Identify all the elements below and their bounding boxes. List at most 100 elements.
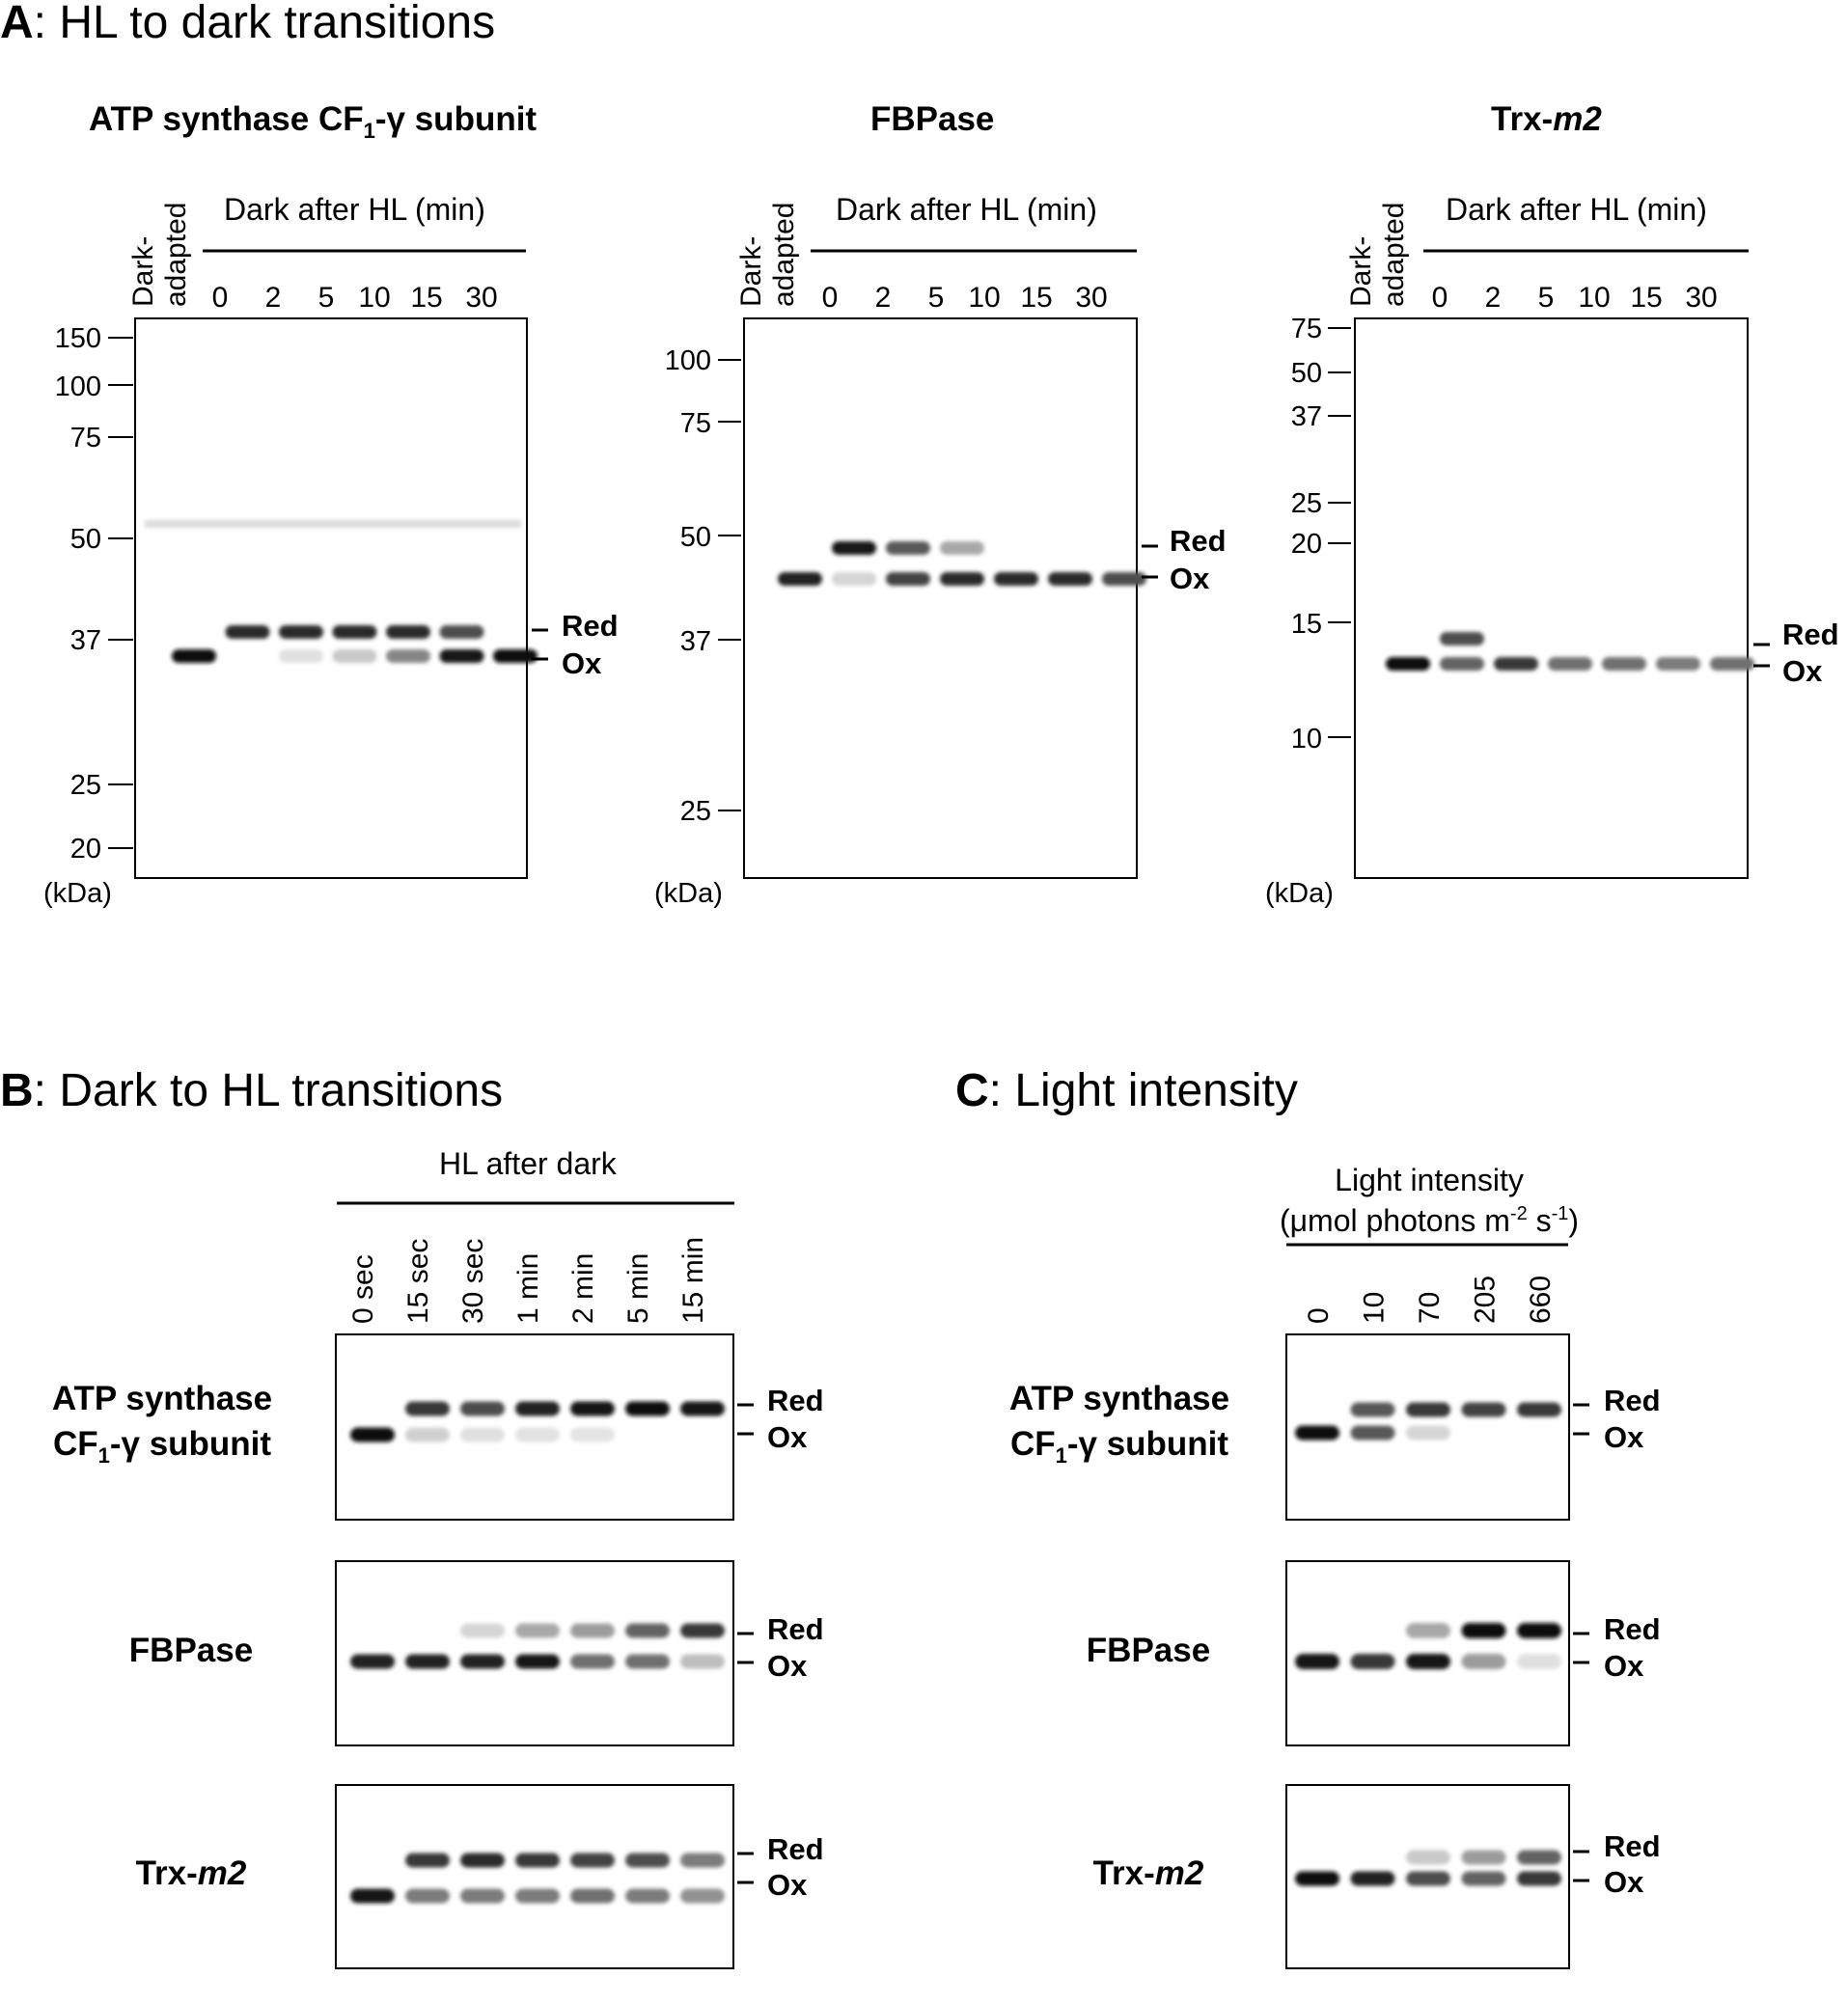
mw-marker: 75 xyxy=(70,423,101,453)
mw-markers: 100 75 50 37 25 xyxy=(665,345,741,827)
lane-group-label: (μmol photons m-2 s-1) xyxy=(1280,1203,1579,1238)
blot-frame-atp xyxy=(335,1333,734,1521)
lane-label: 30 xyxy=(1685,282,1717,314)
mw-marker: 15 xyxy=(1291,609,1322,640)
ox-band xyxy=(832,572,876,586)
ox-label: Ox xyxy=(1604,1649,1644,1683)
lane-label: 10 xyxy=(1578,282,1610,314)
ox-label: Ox xyxy=(1782,654,1823,688)
lane-label: 5 xyxy=(318,282,335,314)
section-b-heading: B: Dark to HL transitions xyxy=(0,1065,503,1116)
ox-band xyxy=(493,649,538,663)
ox-band xyxy=(1656,657,1700,671)
lane-label: 10 xyxy=(968,282,1000,314)
red-label: Red xyxy=(1604,1384,1661,1417)
ox-label: Ox xyxy=(767,1868,808,1902)
section-b: B: Dark to HL transitions HL after dark … xyxy=(0,1065,824,1969)
ox-band xyxy=(350,1888,395,1904)
ox-band xyxy=(332,649,377,663)
lane-group-label: Light intensity xyxy=(1335,1163,1524,1197)
ox-label: Ox xyxy=(1604,1865,1644,1899)
panel-a-trx-m2: Trx-m2 Dark after HL (min) Dark- adapted… xyxy=(1265,100,1839,909)
red-band xyxy=(832,541,876,555)
red-band xyxy=(1406,1402,1450,1417)
red-band xyxy=(1517,1850,1561,1865)
ox-band xyxy=(1350,1654,1395,1669)
ox-band xyxy=(1406,1425,1450,1441)
lane-group-label: Dark after HL (min) xyxy=(224,192,485,227)
lane-label: 15 min xyxy=(677,1237,709,1324)
ox-band xyxy=(460,1888,505,1904)
lane-label: 5 xyxy=(928,282,945,314)
red-band xyxy=(515,1853,560,1868)
mw-marker: 37 xyxy=(70,625,101,656)
lane-label: 30 sec xyxy=(457,1239,489,1324)
band-layer xyxy=(350,1401,725,1442)
lane-label: 0 xyxy=(1432,282,1448,314)
mw-marker: 75 xyxy=(680,408,711,439)
ox-band xyxy=(405,1427,450,1442)
row-label-fbpase: FBPase xyxy=(1087,1632,1210,1669)
blot-frame-trx xyxy=(335,1784,734,1969)
ox-band xyxy=(1295,1425,1339,1441)
ox-label: Ox xyxy=(767,1420,808,1454)
blot-frame xyxy=(1354,317,1749,879)
mw-marker: 75 xyxy=(1291,314,1322,344)
ox-band xyxy=(1517,1654,1561,1669)
lane-label: 30 xyxy=(465,282,497,314)
mw-markers: 150 100 75 50 37 25 20 xyxy=(55,323,133,865)
mw-marker: 25 xyxy=(70,770,101,801)
section-a: A: HL to dark transitions ATP synthase C… xyxy=(0,0,1839,909)
lane-label-dark-adapted: adapted xyxy=(768,203,800,307)
ox-band xyxy=(515,1427,560,1442)
row-label-atp: CF1-γ subunit xyxy=(1010,1425,1228,1468)
ox-band xyxy=(1350,1871,1395,1886)
nonspecific-band xyxy=(145,520,521,528)
ox-band xyxy=(1048,572,1092,586)
mw-marker: 50 xyxy=(680,522,711,553)
red-band xyxy=(886,541,930,555)
ox-band xyxy=(1386,657,1430,671)
mw-marker: 50 xyxy=(1291,358,1322,389)
mw-marker: 150 xyxy=(55,323,101,354)
red-band xyxy=(625,1623,670,1638)
red-band xyxy=(225,625,270,639)
red-band xyxy=(680,1401,725,1416)
band-layer xyxy=(350,1853,725,1904)
lane-label: 15 xyxy=(1020,282,1052,314)
ox-band xyxy=(778,572,822,586)
red-band xyxy=(570,1853,615,1868)
ox-band xyxy=(460,1427,505,1442)
red-band xyxy=(279,625,323,639)
red-band xyxy=(1440,632,1484,645)
kda-label: (kDa) xyxy=(43,878,112,909)
blot-frame-fbpase xyxy=(1285,1560,1570,1746)
lane-label: 2 min xyxy=(567,1253,599,1324)
blot-frame xyxy=(134,317,528,879)
red-band xyxy=(680,1853,725,1868)
mw-markers: 75 50 37 25 20 15 10 xyxy=(1291,314,1351,755)
panel-title: Trx-m2 xyxy=(1491,100,1602,138)
mw-marker: 100 xyxy=(665,345,711,376)
red-label: Red xyxy=(1782,618,1839,651)
lane-group-label: Dark after HL (min) xyxy=(1446,192,1707,227)
red-band xyxy=(460,1401,505,1416)
ox-band xyxy=(515,1654,560,1669)
panel-a-fbpase: FBPase Dark after HL (min) Dark- adapted… xyxy=(654,100,1227,909)
ox-band xyxy=(994,572,1038,586)
section-a-heading: A: HL to dark transitions xyxy=(0,0,495,48)
row-label-atp: CF1-γ subunit xyxy=(53,1425,271,1468)
ox-band xyxy=(940,572,984,586)
section-c-heading: C: Light intensity xyxy=(955,1065,1298,1116)
ox-band xyxy=(460,1654,505,1669)
kda-label: (kDa) xyxy=(654,878,723,909)
red-band xyxy=(460,1623,505,1638)
lane-label: 5 min xyxy=(622,1253,654,1324)
row-label-trx: Trx-m2 xyxy=(136,1854,247,1892)
lane-labels: 0 sec 15 sec 30 sec 1 min 2 min 5 min 15 min xyxy=(347,1237,709,1324)
panel-title: ATP synthase CF1-γ subunit xyxy=(89,100,537,143)
red-label: Red xyxy=(1170,524,1227,558)
ox-band xyxy=(1295,1871,1339,1886)
ox-band xyxy=(680,1654,725,1669)
